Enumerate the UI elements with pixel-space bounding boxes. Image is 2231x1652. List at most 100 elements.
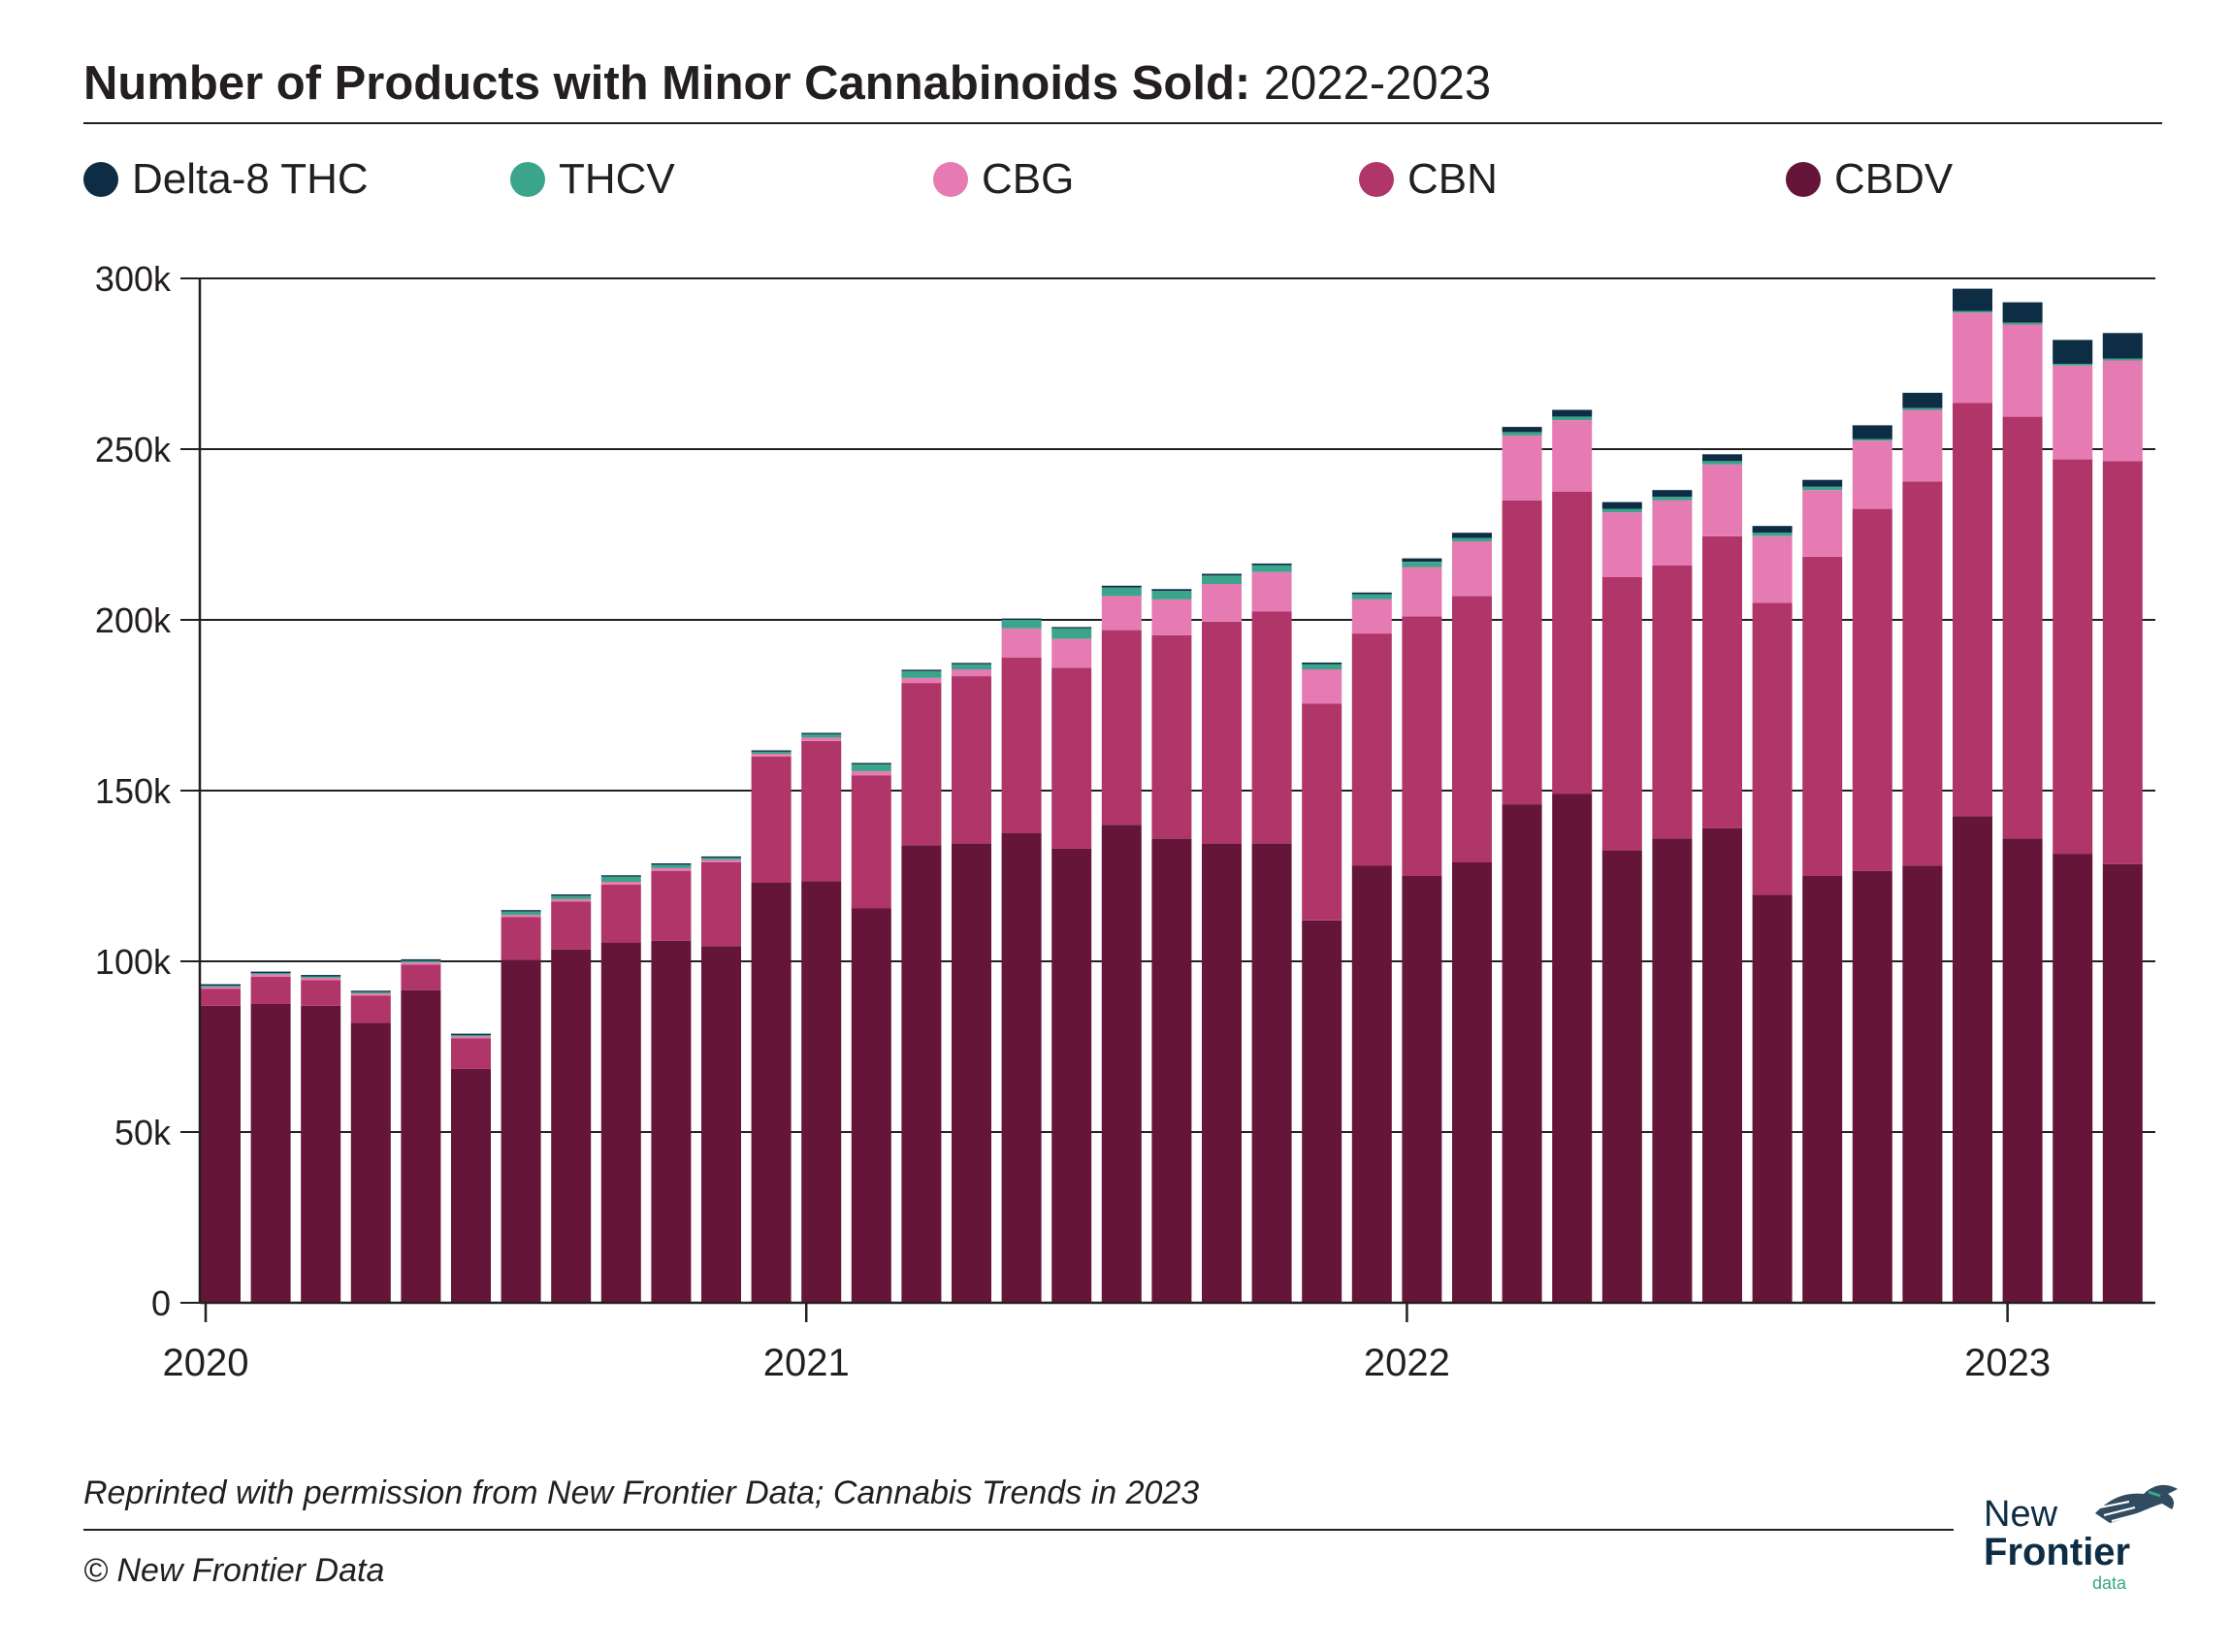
bar-segment-thcv	[1601, 508, 1642, 513]
bar-segment-cbg	[1752, 535, 1793, 603]
bar-segment-delta-8-thc	[952, 663, 991, 664]
bar-segment-thcv	[1502, 432, 1542, 436]
bar-segment-cbn	[1502, 500, 1542, 805]
bar-segment-cbdv	[451, 1068, 491, 1303]
bar-segment-cbdv	[1601, 850, 1642, 1303]
bar-segment-thcv	[651, 864, 692, 868]
bar-segment-delta-8-thc	[301, 975, 341, 977]
bar-segment-thcv	[201, 986, 241, 988]
new-frontier-logo: New Frontier data	[1984, 1474, 2178, 1593]
bar-segment-cbn	[1852, 508, 1892, 871]
bar-segment-delta-8-thc	[401, 958, 441, 961]
bar-segment-cbn	[701, 861, 741, 947]
x-tick-label: 2021	[763, 1342, 850, 1384]
bar-segment-cbg	[1953, 312, 1992, 404]
bar-segment-delta-8-thc	[201, 984, 241, 986]
bar-segment-cbg	[1552, 420, 1593, 492]
bar-segment-cbn	[1302, 703, 1342, 921]
bar-segment-delta-8-thc	[1902, 392, 1943, 408]
bar-segment-cbn	[451, 1038, 491, 1069]
y-tick-label: 300k	[95, 259, 172, 299]
bar-segment-cbn	[600, 884, 641, 943]
bar-segment-cbg	[301, 977, 341, 981]
bar-segment-thcv	[1001, 620, 1042, 629]
bar-segment-delta-8-thc	[1051, 627, 1092, 629]
bar-segment-cbg	[1051, 638, 1092, 668]
legend-swatch	[1786, 162, 1821, 197]
bar-segment-thcv	[1652, 497, 1693, 501]
bar-segment-delta-8-thc	[1601, 502, 1642, 509]
bar-segment-thcv	[851, 763, 891, 771]
bar-segment-thcv	[1752, 533, 1793, 536]
bar-segment-cbn	[1802, 556, 1843, 876]
bar-segment-delta-8-thc	[1151, 589, 1192, 592]
bar-segment-thcv	[551, 895, 592, 899]
bar-segment-cbn	[2002, 416, 2043, 839]
bar-segment-cbdv	[901, 845, 942, 1303]
x-tick-label: 2023	[1964, 1342, 2051, 1384]
bar-segment-cbg	[1502, 435, 1542, 501]
bar-segment-thcv	[401, 960, 441, 963]
bar-segment-thcv	[1802, 486, 1843, 491]
bar-segment-thcv	[1402, 562, 1442, 567]
bar-segment-cbn	[301, 980, 341, 1006]
bar-segment-cbdv	[1051, 848, 1092, 1303]
bar-segment-cbg	[1902, 409, 1943, 482]
bar-segment-cbn	[1601, 577, 1642, 851]
bar-segment-cbdv	[1953, 816, 1992, 1303]
bar-segment-cbg	[250, 974, 291, 977]
bar-segment-thcv	[2053, 364, 2093, 366]
logo-word-frontier: Frontier	[1984, 1531, 2131, 1573]
bar-segment-thcv	[600, 876, 641, 882]
bar-segment-cbdv	[2002, 838, 2043, 1303]
bar-segment-cbdv	[1702, 827, 1742, 1303]
bar-segment-cbg	[551, 898, 592, 902]
bar-segment-cbdv	[952, 843, 991, 1303]
legend-item-cbdv: CBDV	[1786, 155, 1953, 204]
y-tick-label: 50k	[114, 1113, 172, 1152]
bar-segment-delta-8-thc	[1251, 563, 1292, 566]
bar-segment-delta-8-thc	[1552, 409, 1593, 417]
bar-segment-cbn	[1402, 616, 1442, 876]
bar-segment-cbn	[1051, 667, 1092, 849]
bar-segment-cbg	[1802, 490, 1843, 557]
legend-swatch	[1359, 162, 1394, 197]
bar-segment-cbdv	[401, 989, 441, 1303]
bar-segment-cbg	[1101, 596, 1142, 631]
bar-segment-thcv	[1702, 461, 1742, 465]
bar-segment-cbn	[1452, 596, 1492, 862]
bar-segment-cbdv	[350, 1022, 391, 1303]
bar-segment-thcv	[2002, 322, 2043, 325]
bar-segment-cbdv	[851, 908, 891, 1303]
bar-segment-cbdv	[1251, 843, 1292, 1303]
bar-segment-cbdv	[1351, 865, 1392, 1303]
bar-segment-cbg	[1652, 500, 1693, 566]
bar-segment-cbdv	[651, 940, 692, 1303]
bar-segment-delta-8-thc	[2102, 333, 2143, 359]
logo-word-new: New	[1984, 1494, 2058, 1535]
bar-segment-delta-8-thc	[901, 669, 942, 671]
bar-segment-cbn	[901, 683, 942, 846]
bar-segment-delta-8-thc	[2002, 302, 2043, 323]
bar-segment-cbn	[501, 917, 541, 960]
bar-segment-thcv	[1552, 416, 1593, 421]
bar-segment-thcv	[501, 911, 541, 916]
bar-segment-cbg	[1402, 567, 1442, 617]
bar-segment-cbg	[600, 882, 641, 885]
y-tick-label: 250k	[95, 430, 172, 470]
bar-segment-cbg	[1302, 669, 1342, 704]
bar-segment-thcv	[1101, 587, 1142, 597]
bar-segment-cbn	[751, 756, 792, 883]
bar-segment-cbdv	[1202, 843, 1242, 1303]
legend-swatch	[933, 162, 968, 197]
bar-segment-cbn	[551, 901, 592, 950]
bar-segment-thcv	[801, 733, 842, 738]
bar-segment-cbn	[2053, 459, 2093, 855]
bar-segment-thcv	[1202, 575, 1242, 584]
bar-segment-cbn	[1001, 657, 1042, 833]
bar-segment-cbg	[2102, 360, 2143, 462]
bar-segment-cbg	[1151, 599, 1192, 635]
bar-segment-cbn	[1552, 492, 1593, 794]
bar-segment-cbn	[1101, 630, 1142, 826]
bar-segment-cbn	[2102, 461, 2143, 864]
